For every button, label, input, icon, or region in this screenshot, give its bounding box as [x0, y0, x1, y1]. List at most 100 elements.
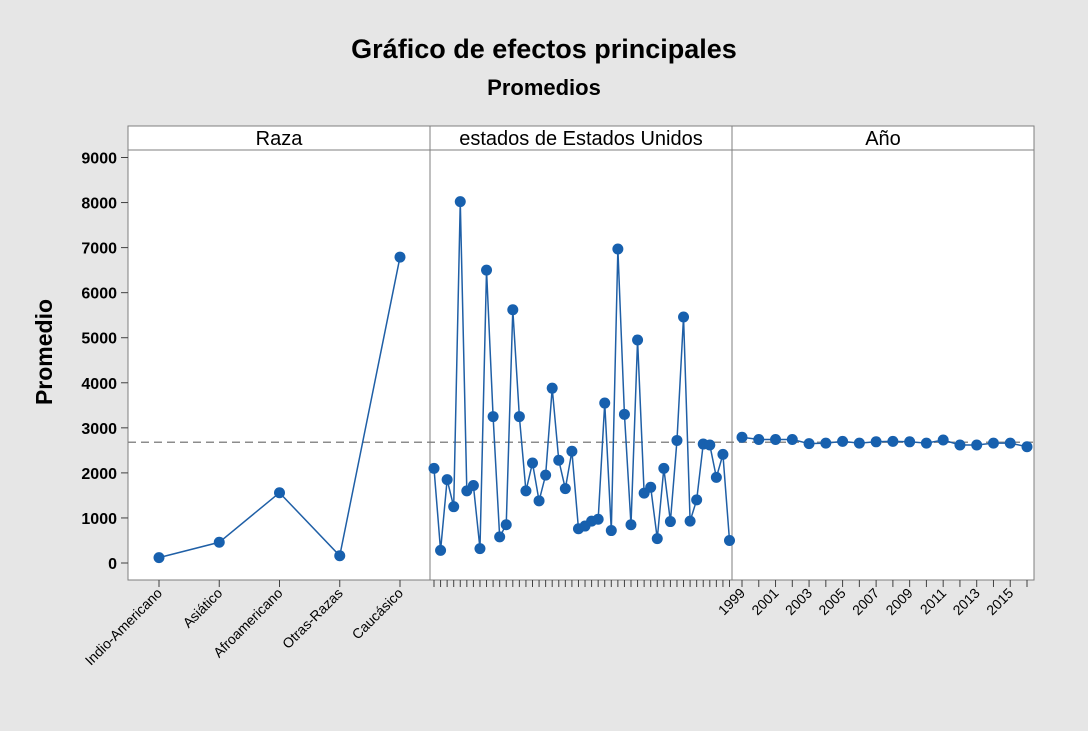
data-point	[566, 445, 578, 457]
panel-label: Año	[865, 128, 901, 150]
plot-frame	[127, 149, 1035, 581]
x-tick-label: Otras-Razas	[279, 585, 346, 652]
data-point	[394, 251, 406, 263]
data-point	[724, 534, 735, 546]
data-point	[971, 439, 983, 451]
data-point	[937, 434, 949, 446]
data-point	[684, 515, 696, 527]
data-point	[678, 311, 690, 323]
data-point	[645, 481, 657, 493]
data-point	[540, 469, 552, 481]
data-point	[671, 434, 683, 446]
data-point	[274, 487, 285, 499]
x-tick-label: 2007	[849, 585, 882, 618]
panel-background	[732, 150, 1034, 580]
data-point	[612, 243, 624, 255]
data-point	[334, 550, 346, 562]
data-point	[553, 454, 565, 466]
data-point	[1021, 441, 1033, 453]
data-point	[487, 411, 499, 423]
data-point	[592, 513, 604, 525]
data-point	[664, 516, 676, 528]
data-point	[786, 434, 798, 446]
data-point	[691, 494, 703, 506]
data-point	[803, 438, 815, 450]
data-point	[520, 485, 532, 497]
data-point	[513, 411, 525, 423]
x-tick-label: 2011	[917, 585, 950, 618]
y-tick-label: 2000	[81, 466, 117, 483]
y-tick-label: 5000	[81, 331, 117, 348]
y-tick-label: 4000	[81, 376, 117, 393]
x-tick-label: 2001	[748, 585, 781, 618]
data-point	[435, 544, 447, 556]
chart-subtitle: Promedios	[487, 75, 601, 100]
data-point	[428, 462, 440, 474]
y-tick-label: 7000	[81, 241, 117, 258]
data-point	[704, 439, 716, 451]
data-point	[954, 439, 966, 451]
data-point	[213, 536, 225, 548]
data-point	[500, 519, 512, 531]
data-point	[618, 408, 630, 420]
data-point	[448, 501, 460, 513]
data-point	[467, 480, 479, 492]
data-point	[599, 397, 611, 409]
data-point	[605, 525, 617, 537]
plot-area: Raza estados de Estados Unidos Año 0 1000 200…	[81, 125, 1035, 669]
y-tick-label: 1000	[81, 511, 117, 528]
data-point	[987, 437, 999, 449]
y-tick-label: 0	[108, 556, 117, 573]
y-tick-label: 3000	[81, 421, 117, 438]
data-point	[651, 533, 663, 545]
data-point	[533, 495, 545, 507]
x-tick-label: 2005	[815, 585, 848, 618]
panel-header	[429, 125, 733, 151]
data-point	[770, 434, 782, 446]
data-point	[853, 437, 865, 449]
data-point	[736, 431, 748, 443]
data-point	[527, 457, 538, 469]
data-point	[904, 436, 916, 448]
chart-title: Gráfico de efectos principales	[351, 34, 737, 64]
data-point	[1004, 437, 1016, 449]
data-point	[870, 436, 882, 448]
data-point	[658, 462, 670, 474]
data-point	[820, 437, 832, 449]
data-point	[625, 519, 637, 531]
x-tick-label: 2013	[949, 585, 982, 618]
panel-background	[430, 150, 732, 580]
data-point	[710, 471, 722, 483]
data-point	[481, 264, 493, 276]
data-point	[837, 435, 849, 447]
data-point	[632, 334, 644, 346]
x-tick-label: 2015	[983, 585, 1016, 618]
x-tick-label: Asiático	[179, 585, 225, 631]
data-point	[887, 435, 899, 447]
panel-background	[128, 150, 430, 580]
panel-label: Raza	[256, 128, 304, 150]
data-point	[753, 434, 765, 446]
x-tick-label: Caucásico	[349, 585, 407, 643]
y-tick-label: 8000	[81, 196, 117, 213]
data-point	[441, 474, 453, 486]
x-tick-label: 2009	[882, 585, 915, 618]
data-point	[546, 382, 558, 394]
panel-label: estados de Estados Unidos	[459, 128, 703, 150]
x-tick-label: Indio-Americano	[82, 585, 166, 669]
data-point	[920, 437, 932, 449]
x-tick-label: 2003	[782, 585, 815, 618]
data-point	[494, 531, 506, 543]
y-tick-label: 9000	[81, 151, 117, 168]
data-point	[474, 543, 486, 555]
y-tick-label: 6000	[81, 286, 117, 303]
data-point	[454, 196, 466, 208]
x-tick-label: 1999	[715, 585, 748, 618]
data-point	[153, 552, 165, 564]
data-point	[507, 304, 519, 316]
y-axis-label: Promedio	[31, 299, 57, 405]
data-point	[559, 483, 571, 495]
panel-header	[127, 125, 431, 151]
data-point	[717, 448, 729, 460]
